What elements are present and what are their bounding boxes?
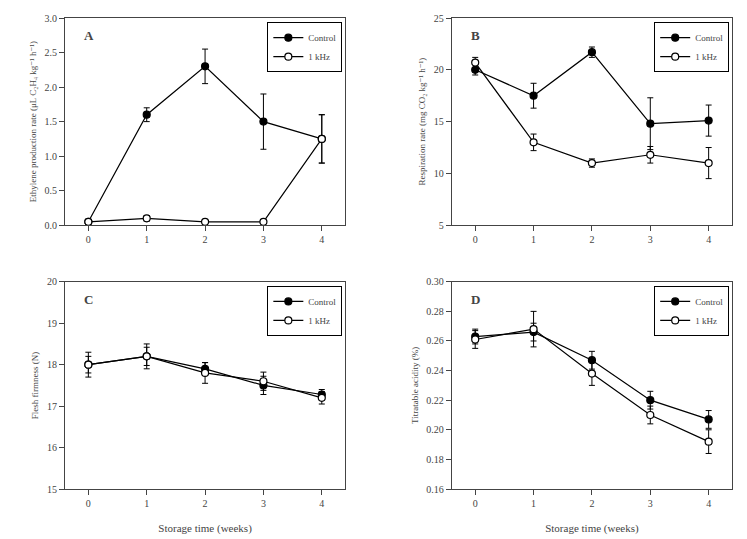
svg-text:2: 2 — [589, 498, 594, 509]
svg-text:20: 20 — [434, 64, 444, 75]
svg-text:Titratable acidity (%): Titratable acidity (%) — [410, 347, 420, 424]
svg-text:Ethylene production rate (μL C: Ethylene production rate (μL C₂H₄ kg⁻¹ h… — [28, 41, 38, 202]
svg-text:1 kHz: 1 kHz — [308, 52, 330, 62]
svg-text:0.22: 0.22 — [426, 395, 444, 406]
svg-text:15: 15 — [47, 484, 57, 495]
svg-text:1.0: 1.0 — [45, 151, 58, 162]
svg-text:2.5: 2.5 — [45, 47, 58, 58]
svg-text:16: 16 — [47, 442, 57, 453]
svg-text:0.18: 0.18 — [426, 454, 444, 465]
svg-text:2: 2 — [589, 234, 594, 245]
svg-text:1: 1 — [144, 498, 149, 509]
svg-text:1 kHz: 1 kHz — [695, 52, 717, 62]
svg-text:1: 1 — [144, 234, 149, 245]
svg-text:19: 19 — [47, 318, 57, 329]
svg-text:0.5: 0.5 — [45, 185, 58, 196]
svg-text:4: 4 — [706, 234, 711, 245]
svg-text:2: 2 — [203, 498, 208, 509]
svg-text:0.26: 0.26 — [426, 335, 444, 346]
svg-text:Storage time (weeks): Storage time (weeks) — [158, 522, 252, 535]
svg-text:0.20: 0.20 — [426, 424, 444, 435]
svg-text:1: 1 — [531, 234, 536, 245]
svg-text:10: 10 — [434, 168, 444, 179]
svg-text:3: 3 — [261, 498, 266, 509]
svg-text:4: 4 — [319, 234, 324, 245]
svg-text:18: 18 — [47, 359, 57, 370]
svg-text:0.0: 0.0 — [45, 220, 58, 231]
svg-text:20: 20 — [47, 276, 57, 287]
svg-text:Storage time (weeks): Storage time (weeks) — [545, 522, 639, 535]
svg-text:0.30: 0.30 — [426, 276, 444, 287]
svg-text:0: 0 — [86, 234, 91, 245]
svg-text:1: 1 — [531, 498, 536, 509]
svg-text:0.28: 0.28 — [426, 306, 444, 317]
svg-text:Flesh firmness (N): Flesh firmness (N) — [30, 352, 40, 420]
svg-text:2.0: 2.0 — [45, 82, 58, 93]
svg-text:A: A — [84, 28, 94, 43]
svg-text:0: 0 — [473, 498, 478, 509]
svg-text:D: D — [471, 292, 480, 307]
svg-text:4: 4 — [706, 498, 711, 509]
svg-text:0: 0 — [86, 498, 91, 509]
svg-text:15: 15 — [434, 116, 444, 127]
svg-text:17: 17 — [47, 401, 57, 412]
svg-text:3: 3 — [648, 498, 653, 509]
svg-text:Respiration rate (mg CO₂ kg⁻¹: Respiration rate (mg CO₂ kg⁻¹ h⁻¹) — [417, 58, 427, 186]
svg-text:1 kHz: 1 kHz — [695, 316, 717, 326]
svg-text:1 kHz: 1 kHz — [308, 316, 330, 326]
svg-text:Control: Control — [308, 33, 336, 43]
svg-text:25: 25 — [434, 13, 444, 24]
svg-text:0: 0 — [473, 234, 478, 245]
svg-text:3.0: 3.0 — [45, 13, 58, 24]
svg-text:C: C — [84, 292, 93, 307]
svg-text:4: 4 — [319, 498, 324, 509]
svg-text:0.24: 0.24 — [426, 365, 444, 376]
svg-text:0.16: 0.16 — [426, 484, 444, 495]
svg-text:3: 3 — [261, 234, 266, 245]
svg-text:2: 2 — [203, 234, 208, 245]
svg-text:Control: Control — [308, 297, 336, 307]
svg-text:1.5: 1.5 — [45, 116, 58, 127]
svg-text:Control: Control — [695, 297, 723, 307]
svg-text:3: 3 — [648, 234, 653, 245]
svg-text:B: B — [471, 28, 480, 43]
svg-text:Control: Control — [695, 33, 723, 43]
svg-text:5: 5 — [439, 220, 444, 231]
